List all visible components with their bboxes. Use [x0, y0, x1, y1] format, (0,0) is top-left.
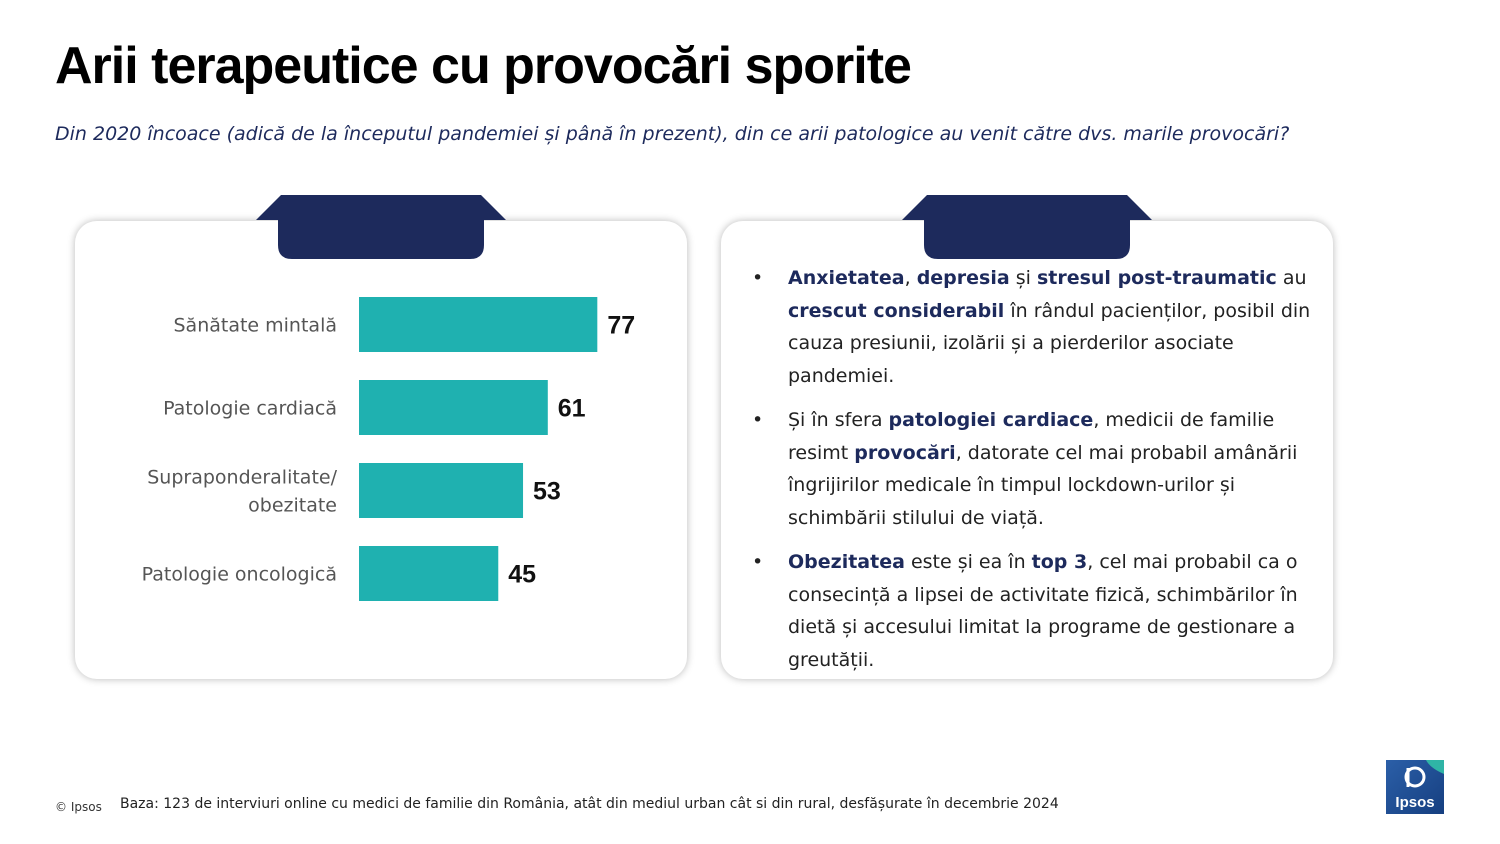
svg-text:Ipsos: Ipsos: [1395, 794, 1434, 811]
category-label: Supraponderalitate/: [147, 467, 337, 489]
body-text: , datorate cel mai probabil amânării îng…: [788, 441, 1298, 529]
chart-panel-tab: [256, 195, 506, 260]
bullet-icon: •: [752, 409, 764, 431]
bar-chart: 77 Sănătate mintală 61 Patologie cardiacă 53…: [142, 297, 635, 601]
bullet-icon: •: [752, 267, 764, 289]
page-title: Arii terapeutice cu provocări sporite: [55, 37, 912, 95]
emphasis-text: Obezitatea: [788, 551, 905, 573]
copyright: © Ipsos: [55, 800, 102, 814]
bar-value-label: 61: [558, 395, 586, 423]
ipsos-logo-icon: Ipsos: [1386, 760, 1444, 814]
emphasis-text: stresul post-traumatic: [1036, 267, 1277, 289]
category-label: obezitate: [248, 495, 337, 517]
emphasis-text: top 3: [1031, 551, 1088, 573]
body-text: și: [1009, 267, 1037, 289]
insight-bullet: • Obezitatea este și ea în top 3, cel mai…: [752, 546, 1312, 676]
body-text: , cel mai probabil ca o consecință a lip…: [788, 551, 1298, 671]
category-label: Sănătate mintală: [173, 315, 337, 337]
body-text: , medicii de familie resimt: [788, 409, 1275, 464]
insights-panel-tab: [902, 195, 1152, 260]
bar-value-label: 45: [508, 561, 536, 589]
emphasis-text: Anxietatea: [788, 267, 905, 289]
base-footnote: Baza: 123 de interviuri online cu medici…: [120, 796, 1059, 812]
emphasis-text: patologiei cardiace: [888, 409, 1094, 431]
emphasis-text: crescut considerabil: [788, 299, 1005, 322]
bullet-icon: •: [752, 551, 764, 573]
insights-panel: [721, 221, 1333, 679]
category-label: Patologie cardiacă: [163, 398, 337, 420]
bar: [359, 380, 548, 435]
insights-list: • Anxietatea, depresia și stresul post-tr…: [752, 262, 1312, 688]
bar-value-label: 77: [607, 312, 635, 340]
body-text: în rândul pacienților, posibil din cauza…: [788, 299, 1311, 387]
emphasis-text: depresia: [916, 267, 1010, 289]
bar-value-label: 53: [533, 478, 561, 506]
page-subtitle: Din 2020 încoace (adică de la începutul …: [55, 123, 1290, 145]
emphasis-text: provocări: [854, 441, 956, 464]
body-text: Și în sfera: [788, 409, 889, 431]
body-text: au: [1276, 267, 1307, 289]
category-label: Patologie oncologică: [142, 564, 337, 586]
body-text: ,: [904, 267, 917, 289]
bar: [359, 463, 524, 518]
body-text: este și ea în: [904, 551, 1032, 573]
bar: [359, 297, 598, 352]
bar: [359, 546, 499, 601]
insight-bullet: • Anxietatea, depresia și stresul post-tr…: [752, 262, 1312, 392]
insight-bullet: • Și în sfera patologiei cardiace, medici…: [752, 404, 1312, 534]
